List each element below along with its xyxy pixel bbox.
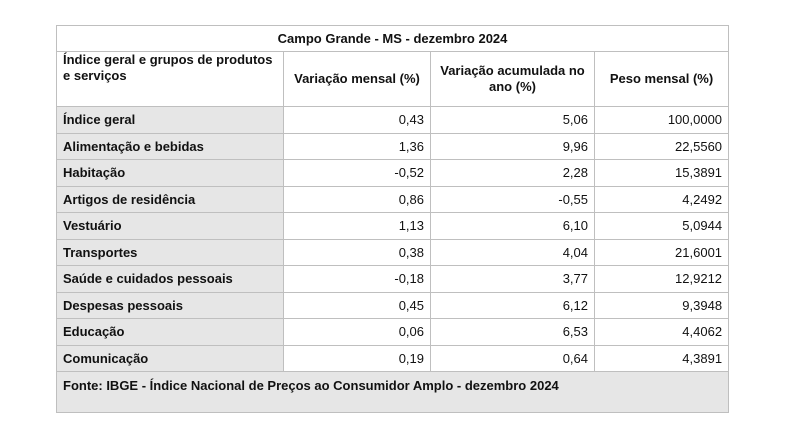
group-name-cell: Alimentação e bebidas (56, 132, 284, 160)
group-name-cell: Comunicação (56, 344, 284, 372)
group-name-cell: Despesas pessoais (56, 291, 284, 319)
header-monthly-variation: Variação mensal (%) (283, 51, 431, 107)
group-name-cell: Saúde e cuidados pessoais (56, 265, 284, 293)
monthly-variation-cell: 0,19 (283, 344, 431, 372)
accumulated-variation-cell: 6,10 (430, 212, 595, 240)
monthly-weight-cell: 22,5560 (593, 132, 730, 160)
monthly-variation-cell: 0,45 (283, 291, 431, 319)
source-note: Fonte: IBGE - Índice Nacional de Preços … (55, 371, 730, 413)
table-row: Transportes 0,38 4,04 21,6001 (56, 238, 730, 266)
group-name-cell: Educação (56, 318, 284, 346)
accumulated-variation-cell: 5,06 (430, 106, 595, 134)
accumulated-variation-cell: -0,55 (430, 185, 595, 213)
monthly-weight-cell: 4,3891 (593, 344, 730, 372)
header-row: Índice geral e grupos de produtos e serv… (56, 51, 730, 107)
monthly-weight-cell: 12,9212 (593, 265, 730, 293)
table-row: Índice geral 0,43 5,06 100,0000 (56, 106, 730, 134)
ipca-table: Campo Grande - MS - dezembro 2024 Índice… (55, 25, 730, 413)
accumulated-variation-cell: 4,04 (430, 238, 595, 266)
group-name-cell: Habitação (56, 159, 284, 187)
table-row: Artigos de residência 0,86 -0,55 4,2492 (56, 185, 730, 213)
table-row: Educação 0,06 6,53 4,4062 (56, 318, 730, 346)
group-name-cell: Artigos de residência (56, 185, 284, 213)
title-row: Campo Grande - MS - dezembro 2024 (55, 25, 730, 52)
table-title: Campo Grande - MS - dezembro 2024 (55, 25, 730, 52)
monthly-weight-cell: 9,3948 (593, 291, 730, 319)
table-row: Habitação -0,52 2,28 15,3891 (56, 159, 730, 187)
accumulated-variation-cell: 0,64 (430, 344, 595, 372)
table-row: Alimentação e bebidas 1,36 9,96 22,5560 (56, 132, 730, 160)
monthly-variation-cell: -0,52 (283, 159, 431, 187)
group-name-cell: Transportes (56, 238, 284, 266)
table-row: Vestuário 1,13 6,10 5,0944 (56, 212, 730, 240)
accumulated-variation-cell: 6,12 (430, 291, 595, 319)
monthly-weight-cell: 15,3891 (593, 159, 730, 187)
monthly-variation-cell: -0,18 (283, 265, 431, 293)
monthly-variation-cell: 0,86 (283, 185, 431, 213)
monthly-weight-cell: 4,4062 (593, 318, 730, 346)
monthly-variation-cell: 0,06 (283, 318, 431, 346)
monthly-variation-cell: 1,13 (283, 212, 431, 240)
monthly-variation-cell: 0,38 (283, 238, 431, 266)
header-accumulated-variation: Variação acumulada no ano (%) (430, 51, 595, 107)
group-name-cell: Índice geral (56, 106, 284, 134)
header-monthly-weight: Peso mensal (%) (593, 51, 730, 107)
header-groups: Índice geral e grupos de produtos e serv… (56, 51, 284, 107)
accumulated-variation-cell: 9,96 (430, 132, 595, 160)
monthly-weight-cell: 4,2492 (593, 185, 730, 213)
table-body: Índice geral 0,43 5,06 100,0000 Alimentação … (56, 106, 730, 372)
monthly-weight-cell: 5,0944 (593, 212, 730, 240)
accumulated-variation-cell: 6,53 (430, 318, 595, 346)
source-row: Fonte: IBGE - Índice Nacional de Preços … (55, 371, 730, 413)
table-row: Comunicação 0,19 0,64 4,3891 (56, 344, 730, 372)
accumulated-variation-cell: 2,28 (430, 159, 595, 187)
monthly-variation-cell: 1,36 (283, 132, 431, 160)
table-row: Saúde e cuidados pessoais -0,18 3,77 12,921… (56, 265, 730, 293)
table-row: Despesas pessoais 0,45 6,12 9,3948 (56, 291, 730, 319)
group-name-cell: Vestuário (56, 212, 284, 240)
monthly-variation-cell: 0,43 (283, 106, 431, 134)
accumulated-variation-cell: 3,77 (430, 265, 595, 293)
monthly-weight-cell: 100,0000 (593, 106, 730, 134)
monthly-weight-cell: 21,6001 (593, 238, 730, 266)
